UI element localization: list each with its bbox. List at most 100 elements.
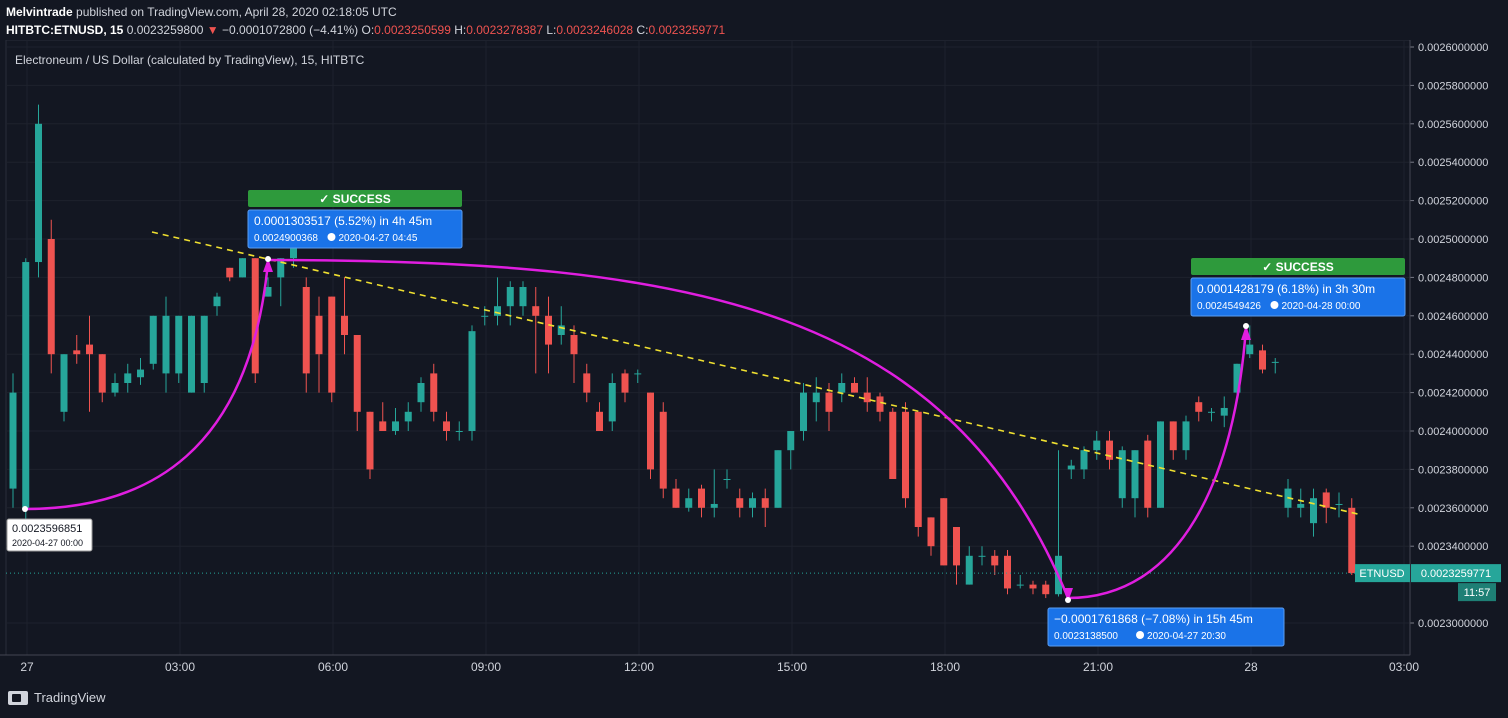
candle-up — [710, 503, 718, 508]
candle-up — [9, 392, 17, 489]
x-tick-label: 15:00 — [777, 660, 807, 674]
y-tick-label: 0.0025600000 — [1418, 119, 1488, 131]
candle-up — [124, 373, 132, 383]
symbol-label[interactable]: HITBTC:ETNUSD, 15 — [6, 23, 124, 37]
candle-up — [506, 287, 514, 307]
label-box — [247, 209, 463, 249]
candle-down — [914, 411, 922, 527]
candle-up — [1131, 450, 1139, 499]
candle-up — [22, 262, 30, 508]
y-tick-label: 0.0025000000 — [1418, 234, 1488, 246]
arc-curve-right — [1067, 326, 1248, 600]
candle-down — [366, 411, 374, 470]
x-tick-label: 27 — [20, 660, 34, 674]
y-tick-label: 0.0023600000 — [1418, 503, 1488, 515]
high-label: H: — [454, 23, 467, 37]
clock-icon — [1270, 301, 1279, 309]
success-badge — [1191, 258, 1405, 275]
candle-down — [583, 373, 591, 393]
candle-down — [647, 392, 654, 470]
label-date: 2020-04-27 20:30 — [1147, 631, 1226, 642]
candle-up — [685, 498, 693, 508]
candle-down — [1029, 584, 1037, 589]
candle-up — [749, 498, 756, 508]
annotation-success-2: ✓ SUCCESS 0.0001428179 (6.18%) in 3h 30m 0… — [1190, 258, 1406, 317]
publisher-name[interactable]: Melvintrade — [6, 5, 73, 19]
candle-down — [1144, 440, 1152, 508]
label-price: 0.0024900368 — [254, 233, 318, 244]
published-text: published on TradingView.com, April 28, … — [72, 5, 397, 19]
tradingview-footer[interactable]: TradingView — [8, 690, 106, 705]
candle-up — [239, 258, 246, 278]
label-date: 2020-04-28 00:00 — [1281, 301, 1360, 312]
high-value: 0.0023278387 — [466, 23, 543, 37]
clock-icon — [1136, 631, 1145, 639]
arc-curve-left — [24, 261, 270, 511]
ticker-tag — [1355, 564, 1410, 583]
point-value: 0.0023596851 — [12, 523, 82, 535]
candle-down — [672, 488, 680, 508]
y-tick-label: 0.0024400000 — [1418, 349, 1488, 361]
candle-up — [1271, 361, 1279, 363]
candle-up — [137, 369, 144, 378]
close-value: 0.0023259771 — [648, 23, 726, 37]
label-price: 0.0024549426 — [1197, 301, 1261, 312]
candle-up — [1016, 584, 1024, 586]
candle-up — [978, 555, 986, 557]
candle-up — [494, 306, 501, 316]
candle-down — [341, 315, 348, 335]
y-tick-label: 0.0026000000 — [1418, 42, 1488, 54]
candle-up — [1335, 503, 1343, 505]
candle-down — [1195, 402, 1203, 412]
x-tick-label: 09:00 — [471, 660, 501, 674]
label-price: 0.0023138500 — [1054, 631, 1118, 642]
candle-up — [35, 123, 42, 263]
candle-down — [621, 373, 629, 393]
point-date: 2020-04-27 00:00 — [12, 538, 83, 548]
arrow-up-marker — [1241, 325, 1251, 340]
candle-up — [290, 239, 297, 259]
x-tick-label: 21:00 — [1083, 660, 1113, 674]
candle-up — [188, 315, 195, 393]
quote-line: HITBTC:ETNUSD, 15 0.0023259800 ▼ −0.0001… — [6, 23, 725, 37]
candlestick-chart[interactable]: 0.0026000000 0.0025800000 0.0025600000 0.00… — [0, 40, 1508, 688]
y-tick-label: 0.0024800000 — [1418, 272, 1488, 284]
candle-up — [812, 392, 820, 403]
candle-down — [86, 344, 93, 355]
x-tick-label: 06:00 — [318, 660, 348, 674]
candle-down — [443, 421, 450, 431]
anchor-point — [1243, 323, 1249, 329]
open-value: 0.0023250599 — [374, 23, 451, 37]
plot-frame — [5, 40, 1411, 656]
annotation-success-1: ✓ SUCCESS 0.0001303517 (5.52%) in 4h 45m 0… — [247, 190, 463, 249]
tradingview-logo-icon — [8, 690, 28, 705]
candle-up — [455, 431, 463, 432]
candle-up — [965, 555, 973, 585]
label-line1: −0.0001761868 (−7.08%) in 15h 45m — [1054, 612, 1253, 626]
arc-curve-middle — [267, 258, 1070, 599]
arrow-up-marker — [263, 258, 273, 272]
candle-up — [481, 315, 489, 317]
candle-up — [557, 325, 565, 335]
tradingview-logo-text: TradingView — [34, 690, 106, 705]
ticker-tag-text: ETNUSD — [1359, 568, 1404, 580]
candle-up — [468, 331, 476, 431]
candle-down — [659, 411, 667, 489]
publish-line: Melvintrade published on TradingView.com… — [6, 5, 397, 19]
anchor-point — [1065, 597, 1071, 603]
candle-down — [251, 258, 259, 374]
down-arrow-icon: ▼ — [206, 23, 219, 37]
candle-up — [1220, 407, 1228, 416]
label-box — [1190, 277, 1406, 317]
trend-line — [151, 231, 1363, 516]
low-value: 0.0023246028 — [556, 23, 634, 37]
y-tick-label: 0.0023400000 — [1418, 541, 1488, 553]
clock-icon — [327, 233, 336, 241]
candle-down — [698, 488, 705, 508]
candle-up — [60, 354, 68, 412]
candle-down — [353, 335, 361, 412]
point-box — [6, 518, 93, 552]
candle-down — [302, 287, 310, 374]
candle-up — [277, 258, 285, 278]
candle-up — [1093, 440, 1101, 451]
